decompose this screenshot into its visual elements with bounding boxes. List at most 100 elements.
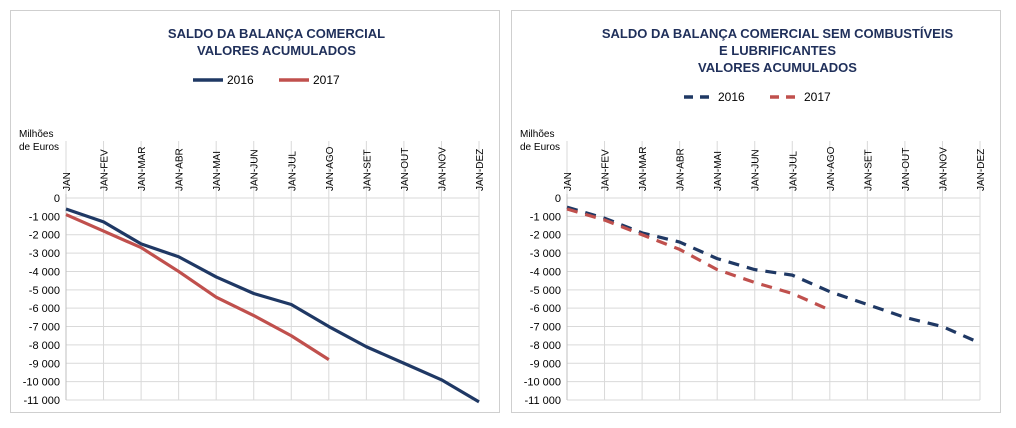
chart-title-line: VALORES ACUMULADOS [698, 60, 857, 75]
chart-svg: SALDO DA BALANÇA COMERCIAL VALORES ACUMUL… [19, 26, 486, 407]
x-tick-label: JAN-SET [362, 149, 373, 191]
data-point-2016 [252, 292, 255, 295]
data-point-2016 [102, 220, 105, 223]
y-tick-label: -9 000 [530, 358, 561, 370]
data-point-2017 [140, 246, 143, 249]
y-tick-label: -10 000 [524, 377, 561, 389]
x-tick-label: JAN-JUL [287, 151, 298, 191]
series-line-2017 [566, 207, 831, 312]
y-tick-label: 0 [555, 193, 561, 205]
x-tick-label: JAN-JUL [788, 151, 799, 191]
x-tick-label: JAN-MAR [638, 147, 649, 191]
data-point-2016 [327, 325, 330, 328]
y-tick-label: -4 000 [29, 266, 60, 278]
data-point-2016 [979, 342, 982, 345]
data-point-2016 [440, 378, 443, 381]
series-line-2016 [566, 205, 981, 345]
x-tick-label: JAN-OUT [400, 148, 411, 191]
x-tick-label: JAN-AGO [325, 146, 336, 191]
x-tick-label: JAN-JUN [250, 149, 261, 191]
y-tick-label: -2 000 [29, 230, 60, 242]
x-tick-label: JAN-NOV [938, 147, 949, 191]
data-point-2017 [252, 314, 255, 317]
x-tick-label: JAN-SET [863, 149, 874, 191]
y-axis-unit-label: de Euros [520, 142, 560, 153]
legend-label-2017: 2017 [804, 90, 831, 104]
data-point-2017 [215, 296, 218, 299]
data-point-2017 [828, 309, 831, 312]
chart-title-line: VALORES ACUMULADOS [197, 43, 356, 58]
y-tick-label: -3 000 [530, 248, 561, 260]
x-tick-label: JAN-ABR [175, 148, 186, 191]
data-point-2017 [641, 233, 644, 236]
data-point-2017 [65, 213, 68, 216]
data-point-2016 [828, 290, 831, 293]
y-tick-label: -5 000 [29, 285, 60, 297]
x-tick-label: JAN-FEV [601, 149, 612, 191]
y-tick-label: -4 000 [530, 266, 561, 278]
data-point-2017 [753, 281, 756, 284]
x-tick-label: JAN-OUT [901, 148, 912, 191]
x-tick-label: JAN-ABR [676, 148, 687, 191]
y-tick-label: -8 000 [530, 340, 561, 352]
data-point-2016 [478, 400, 481, 403]
data-point-2016 [402, 362, 405, 365]
y-tick-label: -11 000 [24, 395, 61, 407]
x-tick-label: JAN-FEV [100, 149, 111, 191]
series-line-2017 [65, 213, 330, 361]
data-point-2017 [603, 219, 606, 222]
data-point-2016 [791, 274, 794, 277]
series-line-2016 [65, 207, 480, 404]
y-tick-label: -6 000 [530, 303, 561, 315]
y-axis-unit-label: Milhões [19, 129, 53, 140]
data-point-2016 [941, 325, 944, 328]
y-tick-label: -6 000 [29, 303, 60, 315]
chart-svg: SALDO DA BALANÇA COMERCIAL SEM COMBUSTÍV… [520, 26, 987, 407]
data-point-2017 [791, 292, 794, 295]
y-tick-label: 0 [54, 193, 60, 205]
data-point-2017 [716, 268, 719, 271]
data-point-2017 [327, 358, 330, 361]
chart-panel-balanca-comercial: SALDO DA BALANÇA COMERCIAL VALORES ACUMUL… [10, 10, 500, 413]
y-tick-label: -1 000 [530, 211, 561, 223]
y-tick-label: -10 000 [23, 377, 60, 389]
x-tick-label: JAN-MAI [212, 151, 223, 191]
x-tick-label: JAN-NOV [437, 147, 448, 191]
data-point-2016 [140, 242, 143, 245]
data-point-2016 [65, 208, 68, 211]
legend-label-2016: 2016 [718, 90, 745, 104]
x-tick-label: JAN-DEZ [475, 149, 486, 191]
y-tick-label: -9 000 [29, 358, 60, 370]
x-tick-label: JAN [563, 172, 574, 191]
data-point-2016 [678, 241, 681, 244]
data-point-2016 [290, 303, 293, 306]
x-tick-label: JAN-JUN [751, 149, 762, 191]
data-point-2017 [102, 230, 105, 233]
data-point-2017 [290, 334, 293, 337]
legend-label-2016: 2016 [227, 73, 254, 87]
data-point-2016 [903, 316, 906, 319]
x-tick-label: JAN-AGO [826, 146, 837, 191]
data-point-2017 [566, 208, 569, 211]
y-axis-unit-label: Milhões [520, 129, 554, 140]
y-tick-label: -2 000 [530, 230, 561, 242]
y-tick-label: -3 000 [29, 248, 60, 260]
y-tick-label: -1 000 [29, 211, 60, 223]
data-point-2016 [753, 268, 756, 271]
x-tick-label: JAN-MAR [137, 147, 148, 191]
x-tick-label: JAN [62, 172, 73, 191]
data-point-2017 [678, 248, 681, 251]
legend-label-2017: 2017 [313, 73, 340, 87]
y-axis-unit-label: de Euros [19, 142, 59, 153]
y-tick-label: -8 000 [29, 340, 60, 352]
chart-title-line: E LUBRIFICANTES [719, 43, 836, 58]
y-tick-label: -7 000 [530, 322, 561, 334]
y-tick-label: -5 000 [530, 285, 561, 297]
chart-panel-sem-combustiveis: SALDO DA BALANÇA COMERCIAL SEM COMBUSTÍV… [511, 10, 1001, 413]
y-tick-label: -7 000 [29, 322, 60, 334]
x-tick-label: JAN-MAI [713, 151, 724, 191]
chart-title-line: SALDO DA BALANÇA COMERCIAL SEM COMBUSTÍV… [602, 26, 954, 41]
data-point-2017 [177, 270, 180, 273]
data-point-2016 [177, 255, 180, 258]
data-point-2016 [866, 303, 869, 306]
